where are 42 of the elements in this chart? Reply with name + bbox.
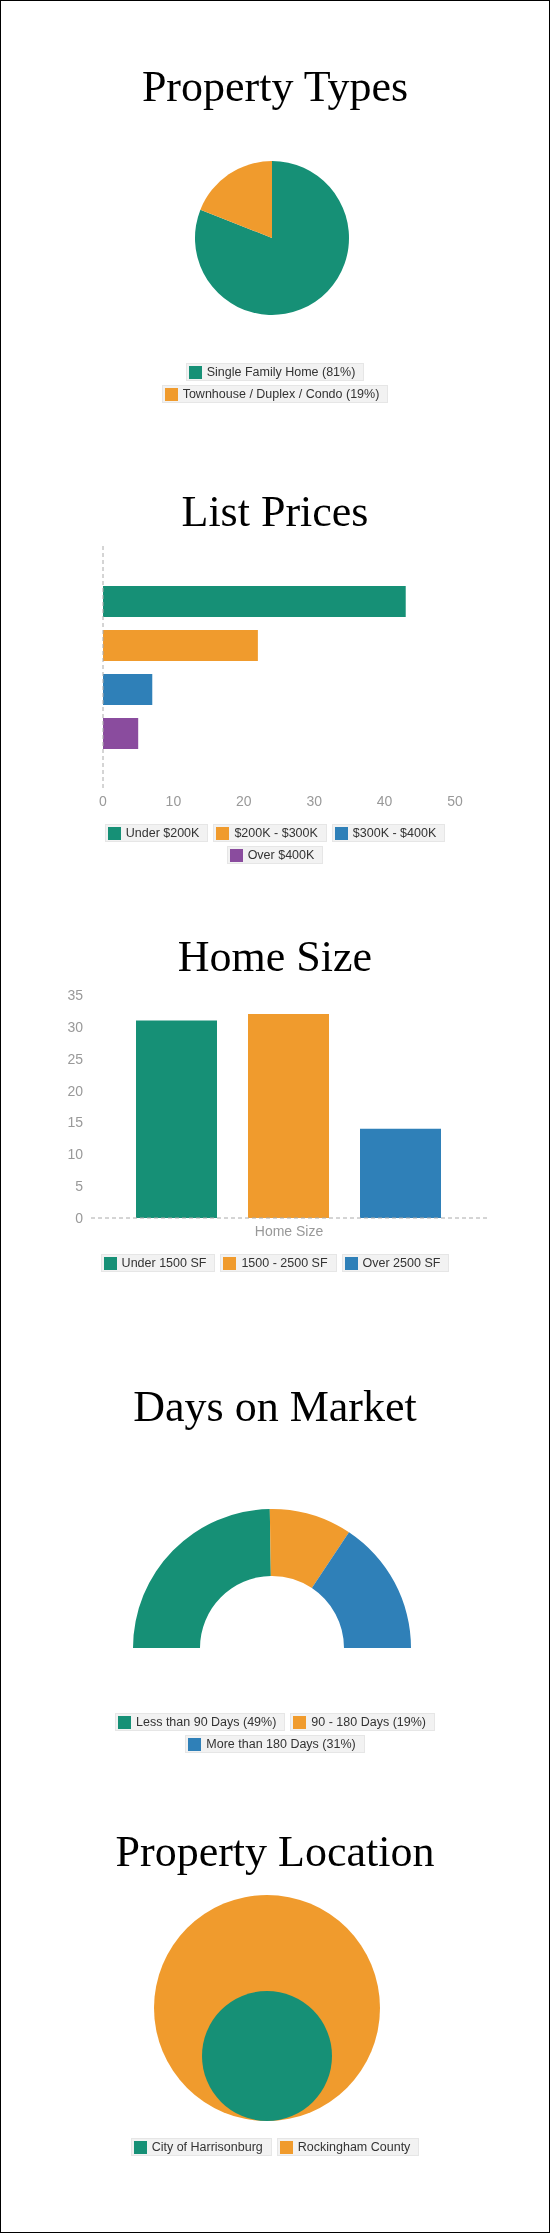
legend-label: Over $400K [247,848,315,862]
x-tick-label: 50 [447,792,463,809]
legend-label: More than 180 Days (31%) [206,1737,356,1751]
text: Property Location [114,1826,436,1878]
chart-title: Property Types [140,61,410,113]
legend-label: $200K - $300K [234,826,318,840]
y-tick-label: 0 [75,1209,84,1226]
category-label: Rockingham County [297,2140,411,2154]
legend-label: Over 2500 SF [362,1256,441,1270]
bar [248,1014,329,1218]
y-tick-label: 10 [67,1146,84,1163]
bar [360,1128,441,1218]
pie-slice [195,161,349,315]
x-tick-label: 30 [306,792,323,809]
y-tick-label: 5 [75,1178,84,1195]
y-tick-label: 15 [67,1114,84,1131]
legend-label: 1500 - 2500 SF [241,1256,328,1270]
legend-label: Single Family Home (81%) [206,365,356,379]
y-tick-label: 25 [67,1050,84,1067]
bar [103,586,406,617]
legend-label: 90 - 180 Days (19%) [311,1715,426,1729]
legend-label: Townhouse / Duplex / Condo (19%) [182,387,380,401]
legend-label: Under 1500 SF [121,1256,207,1270]
legend-label: Less than 90 Days (49%) [136,1715,277,1729]
bar [136,1020,217,1218]
bar [103,718,139,749]
pie-slice [200,161,272,238]
y-tick-label: 30 [67,1018,84,1035]
x-tick-label: 10 [165,792,182,809]
legend-label: Under $200K [125,826,200,840]
legend-label: $300K - $400K [352,826,437,840]
y-tick-label: 35 [67,986,84,1003]
x-tick-label: 0 [99,792,108,809]
x-tick-label: 20 [236,792,252,809]
text: Home Size [254,1222,324,1239]
chart-title: List Prices [180,486,370,538]
category-label: City of Harrisonburg [151,2140,263,2154]
bar [103,674,153,705]
x-tick-label: 40 [376,792,393,809]
bar [103,630,258,661]
y-tick-label: 20 [67,1082,84,1099]
chart-title: Days on Market [132,1381,418,1433]
